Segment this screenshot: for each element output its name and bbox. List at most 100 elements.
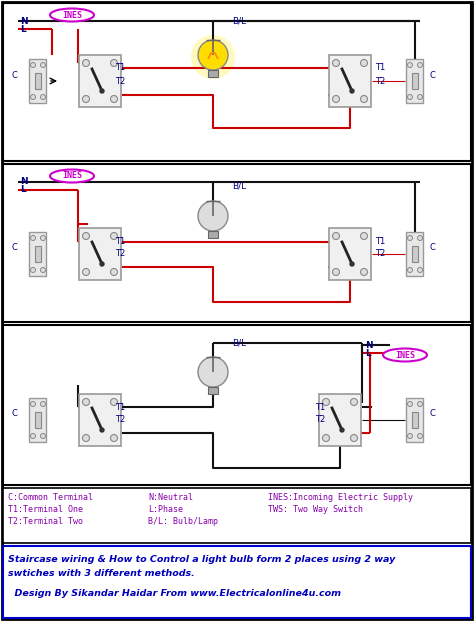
Ellipse shape <box>50 170 94 183</box>
Bar <box>35 412 41 428</box>
Text: Staircase wiring & How to Control a light bulb form 2 places using 2 way: Staircase wiring & How to Control a ligh… <box>8 556 395 564</box>
Bar <box>407 232 423 276</box>
Circle shape <box>40 402 46 407</box>
Circle shape <box>82 268 90 276</box>
Text: N:Neutral: N:Neutral <box>148 494 193 502</box>
Bar <box>208 231 218 238</box>
Text: T2: T2 <box>315 415 325 425</box>
Circle shape <box>40 63 46 68</box>
Circle shape <box>322 399 329 406</box>
Bar <box>79 55 121 107</box>
Circle shape <box>110 60 118 66</box>
Circle shape <box>350 89 354 93</box>
Circle shape <box>322 435 329 442</box>
Circle shape <box>418 402 422 407</box>
Bar <box>29 232 46 276</box>
Circle shape <box>361 60 367 66</box>
Circle shape <box>110 268 118 276</box>
Circle shape <box>30 402 36 407</box>
Bar <box>29 398 46 442</box>
Circle shape <box>110 399 118 406</box>
Text: T1: T1 <box>375 237 385 245</box>
Text: INES: INES <box>62 171 82 181</box>
Circle shape <box>82 399 90 406</box>
Text: T1:Terminal One: T1:Terminal One <box>8 505 83 515</box>
Text: N: N <box>365 340 373 350</box>
Circle shape <box>82 60 90 66</box>
Circle shape <box>361 96 367 102</box>
Circle shape <box>82 232 90 240</box>
Circle shape <box>350 435 357 442</box>
Circle shape <box>40 268 46 273</box>
Bar <box>3 488 471 543</box>
Circle shape <box>110 435 118 442</box>
Bar <box>208 387 218 394</box>
Text: swtiches with 3 different methods.: swtiches with 3 different methods. <box>8 569 195 579</box>
Text: C: C <box>12 71 18 79</box>
Circle shape <box>110 96 118 102</box>
Circle shape <box>198 201 228 231</box>
Bar <box>319 394 361 446</box>
Text: T1: T1 <box>115 402 125 412</box>
Circle shape <box>418 63 422 68</box>
Circle shape <box>332 232 339 240</box>
Circle shape <box>418 94 422 99</box>
Bar <box>79 228 121 280</box>
Text: T2: T2 <box>115 250 125 258</box>
Circle shape <box>198 357 228 387</box>
Circle shape <box>40 433 46 438</box>
Circle shape <box>361 232 367 240</box>
Circle shape <box>100 89 104 93</box>
Circle shape <box>408 63 412 68</box>
Circle shape <box>191 35 235 79</box>
Bar <box>35 73 41 89</box>
Circle shape <box>40 235 46 240</box>
Circle shape <box>340 428 344 432</box>
Text: T2: T2 <box>115 415 125 425</box>
Circle shape <box>350 399 357 406</box>
Text: TWS: Two Way Switch: TWS: Two Way Switch <box>268 505 363 515</box>
Bar <box>407 59 423 103</box>
Circle shape <box>110 232 118 240</box>
Text: T2: T2 <box>375 250 385 258</box>
Bar <box>412 73 418 89</box>
Text: C: C <box>12 243 18 253</box>
Text: L: L <box>20 186 26 194</box>
Circle shape <box>40 94 46 99</box>
Circle shape <box>100 428 104 432</box>
Circle shape <box>82 435 90 442</box>
Circle shape <box>418 268 422 273</box>
Text: C: C <box>430 243 436 253</box>
Text: INES: INES <box>395 350 415 360</box>
Text: T1: T1 <box>115 237 125 245</box>
Bar <box>208 70 218 77</box>
Text: L: L <box>20 24 26 34</box>
Text: INES:Incoming Electric Supply: INES:Incoming Electric Supply <box>268 494 413 502</box>
Text: T1: T1 <box>115 63 125 73</box>
Circle shape <box>100 262 104 266</box>
Text: Design By Sikandar Haidar From www.Electricalonline4u.com: Design By Sikandar Haidar From www.Elect… <box>8 589 341 599</box>
Bar <box>329 228 371 280</box>
Text: T2:Terminal Two: T2:Terminal Two <box>8 517 83 527</box>
Bar <box>329 55 371 107</box>
Circle shape <box>408 433 412 438</box>
Text: B/L: B/L <box>232 181 246 191</box>
Circle shape <box>408 235 412 240</box>
Text: N: N <box>20 178 27 186</box>
Circle shape <box>408 268 412 273</box>
Circle shape <box>418 235 422 240</box>
Circle shape <box>82 96 90 102</box>
Circle shape <box>30 94 36 99</box>
Bar <box>35 246 41 262</box>
Text: T2: T2 <box>375 76 385 86</box>
Bar <box>79 394 121 446</box>
Ellipse shape <box>50 9 94 22</box>
Text: T2: T2 <box>115 76 125 86</box>
Circle shape <box>408 402 412 407</box>
Text: C:Common Terminal: C:Common Terminal <box>8 494 93 502</box>
Circle shape <box>418 433 422 438</box>
Circle shape <box>30 268 36 273</box>
Text: C: C <box>12 409 18 419</box>
Circle shape <box>408 94 412 99</box>
Text: N: N <box>20 17 27 25</box>
